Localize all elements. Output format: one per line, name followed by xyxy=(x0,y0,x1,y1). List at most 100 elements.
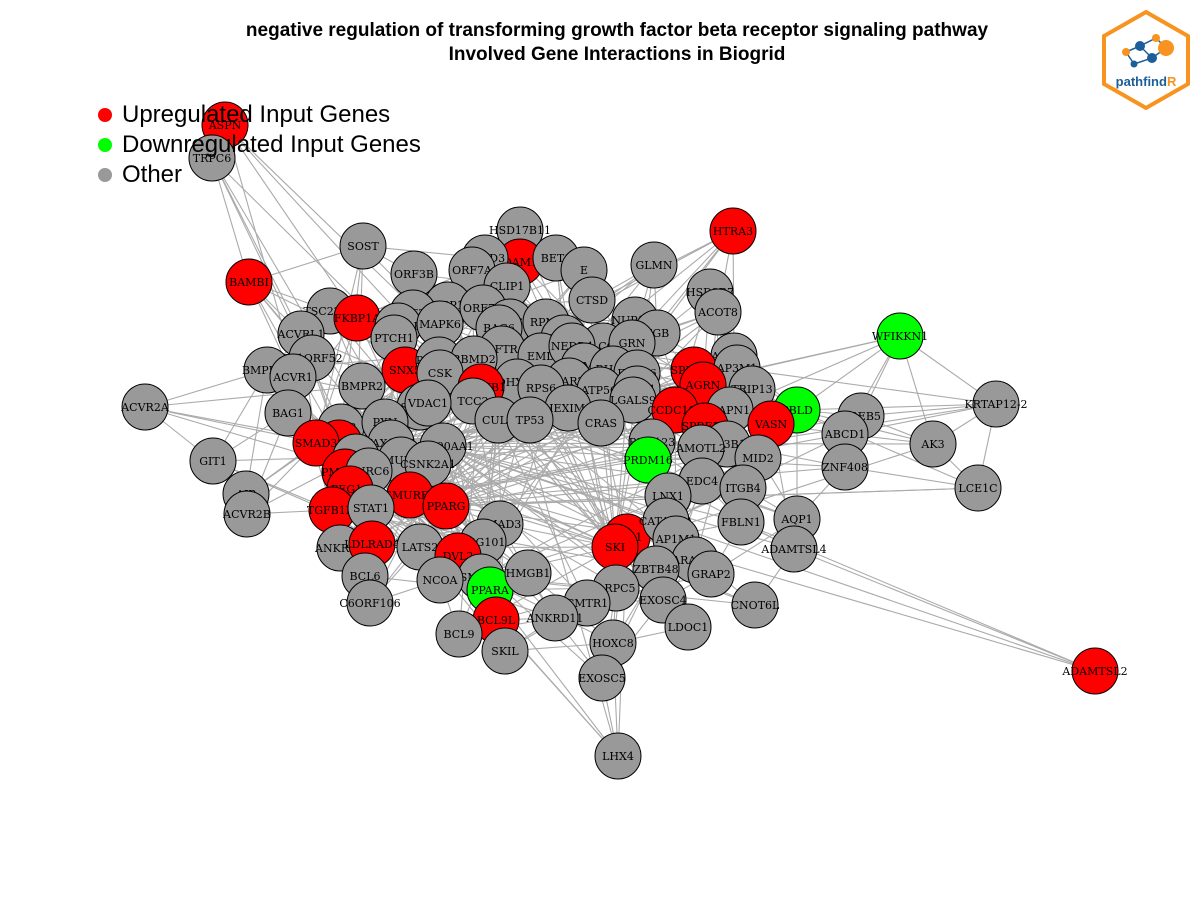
node-smurf2: SMURF2 xyxy=(385,471,435,519)
node-wfikkn1: WFIKKN1 xyxy=(872,312,928,360)
node-label: CRAS xyxy=(585,417,617,430)
node-label: HMGB1 xyxy=(506,567,551,580)
logo-text-accent: R xyxy=(1167,74,1177,89)
node-label: LHX4 xyxy=(602,750,634,763)
node-circle xyxy=(188,134,236,182)
node-label: VASN xyxy=(754,418,788,431)
node-mapk6: MAPK6 xyxy=(416,300,464,348)
node-label: ORF7A xyxy=(452,264,493,277)
node-circle xyxy=(731,581,779,629)
node-circle xyxy=(709,207,757,255)
node-label: LGALS9 xyxy=(610,394,656,407)
node-label: BMPR2 xyxy=(341,380,383,393)
node-circle xyxy=(189,437,237,485)
edge-trpc6-acvrl1 xyxy=(211,157,302,335)
node-label: ACVR1 xyxy=(272,371,313,384)
node-label: MID2 xyxy=(742,452,773,465)
node-exosc5: EXOSC5 xyxy=(578,654,626,702)
node-cul1: CUL1 xyxy=(474,396,522,444)
node-label: STAT1 xyxy=(353,502,389,515)
node-label: HOXC8 xyxy=(592,637,633,650)
node-acvr2a: ACVR2A xyxy=(120,383,170,431)
edge-lnx1-pparg xyxy=(445,495,669,507)
node-lhx4: LHX4 xyxy=(594,732,642,780)
node-label: NCOA xyxy=(422,574,458,587)
nodes-layer: ASPNTRPC6HSD17B11HTRA3ADAM17SOSTACBD3BET… xyxy=(120,101,1128,780)
edge-fbln1-hsp90aa1 xyxy=(442,445,742,523)
node-fkbp1a: FKBP1A xyxy=(333,294,381,342)
node-tp53: TP53 xyxy=(506,396,554,444)
node-circle xyxy=(694,288,742,336)
node-circle xyxy=(506,396,554,444)
node-circle xyxy=(594,732,642,780)
node-znf408: ZNF408 xyxy=(821,443,869,491)
node-fbln1: FBLN1 xyxy=(717,498,765,546)
node-label: ACOT8 xyxy=(697,306,738,319)
node-circle xyxy=(664,603,712,651)
node-label: MAPK6 xyxy=(419,318,461,331)
node-ctsd: CTSD xyxy=(568,276,616,324)
edge-csnk2a1-ski xyxy=(427,463,616,548)
title-line-2: Involved Gene Interactions in Biogrid xyxy=(448,44,786,65)
node-label: TGFB1I1 xyxy=(307,504,357,517)
legend-dot-other xyxy=(98,168,112,182)
node-label: LATS2 xyxy=(402,541,439,554)
node-c6orf106: C6ORF106 xyxy=(339,579,401,627)
edge-adamtsl2-adamtsl4 xyxy=(793,548,1096,672)
node-lce1c: LCE1C xyxy=(954,464,1002,512)
node-label: CNOT6L xyxy=(731,599,780,612)
node-acot8: ACOT8 xyxy=(694,288,742,336)
pathfindr-logo: pathfindR xyxy=(1102,9,1190,111)
node-circle xyxy=(821,443,869,491)
node-circle xyxy=(435,610,483,658)
edge-sost-smad3 xyxy=(315,245,364,444)
node-circle xyxy=(339,222,387,270)
legend-item-down: Downregulated Input Genes xyxy=(96,130,421,160)
node-circle xyxy=(223,490,271,538)
node-label: PPARG xyxy=(427,500,466,513)
node-circle xyxy=(972,380,1020,428)
node-lgals9: LGALS9 xyxy=(609,376,657,424)
node-adamtsl4: ADAMTSL4 xyxy=(760,525,827,573)
node-hsd17b11: HSD17B11 xyxy=(489,206,551,254)
node-label: LDOC1 xyxy=(668,621,709,634)
node-label: GRN xyxy=(619,337,646,350)
edge-ankrd11-pparg xyxy=(445,505,556,619)
node-label: EMD xyxy=(527,350,555,363)
node-ncoa: NCOA xyxy=(416,556,464,604)
node-adamtsl2: ADAMTSL2 xyxy=(1061,647,1128,695)
node-glmn: GLMN xyxy=(630,241,678,289)
node-circle xyxy=(338,362,386,410)
node-label: PPARA xyxy=(471,584,510,597)
node-label: C6ORF106 xyxy=(339,597,400,610)
node-circle xyxy=(568,276,616,324)
edge-krtap12-2-pbld xyxy=(796,403,997,411)
node-label: CMTR1 xyxy=(566,597,608,610)
edge-acvr2a-bmpr2 xyxy=(144,385,363,408)
node-label: CTSD xyxy=(576,294,608,307)
node-label: PRDM16 xyxy=(623,454,673,467)
legend: Upregulated Input Genes Downregulated In… xyxy=(96,100,421,190)
node-acvr2b: ACVR2B xyxy=(222,490,271,538)
node-prdm16: PRDM16 xyxy=(623,436,673,484)
node-label: ORF3B xyxy=(394,268,434,281)
node-ak3: AK3 xyxy=(909,420,957,468)
node-label: CLIP1 xyxy=(490,280,524,293)
node-label: ITGB4 xyxy=(725,482,761,495)
node-label: FKBP1A xyxy=(334,312,381,325)
node-label: RBMD2 xyxy=(452,353,495,366)
edge-hexim1-ski xyxy=(567,407,616,548)
node-pparg: PPARG xyxy=(422,482,470,530)
node-label: ADAMTSL4 xyxy=(760,543,826,556)
node-label: BAG1 xyxy=(272,407,304,420)
node-skil: SKIL xyxy=(481,627,529,675)
node-circle xyxy=(876,312,924,360)
node-label: ACVR2A xyxy=(120,401,170,414)
node-label: GIT1 xyxy=(199,455,226,468)
node-acvr1: ACVR1 xyxy=(269,353,317,401)
title-line-1: negative regulation of transforming grow… xyxy=(245,20,989,41)
node-circle xyxy=(346,579,394,627)
node-ldoc1: LDOC1 xyxy=(664,603,712,651)
legend-item-other: Other xyxy=(96,160,421,190)
